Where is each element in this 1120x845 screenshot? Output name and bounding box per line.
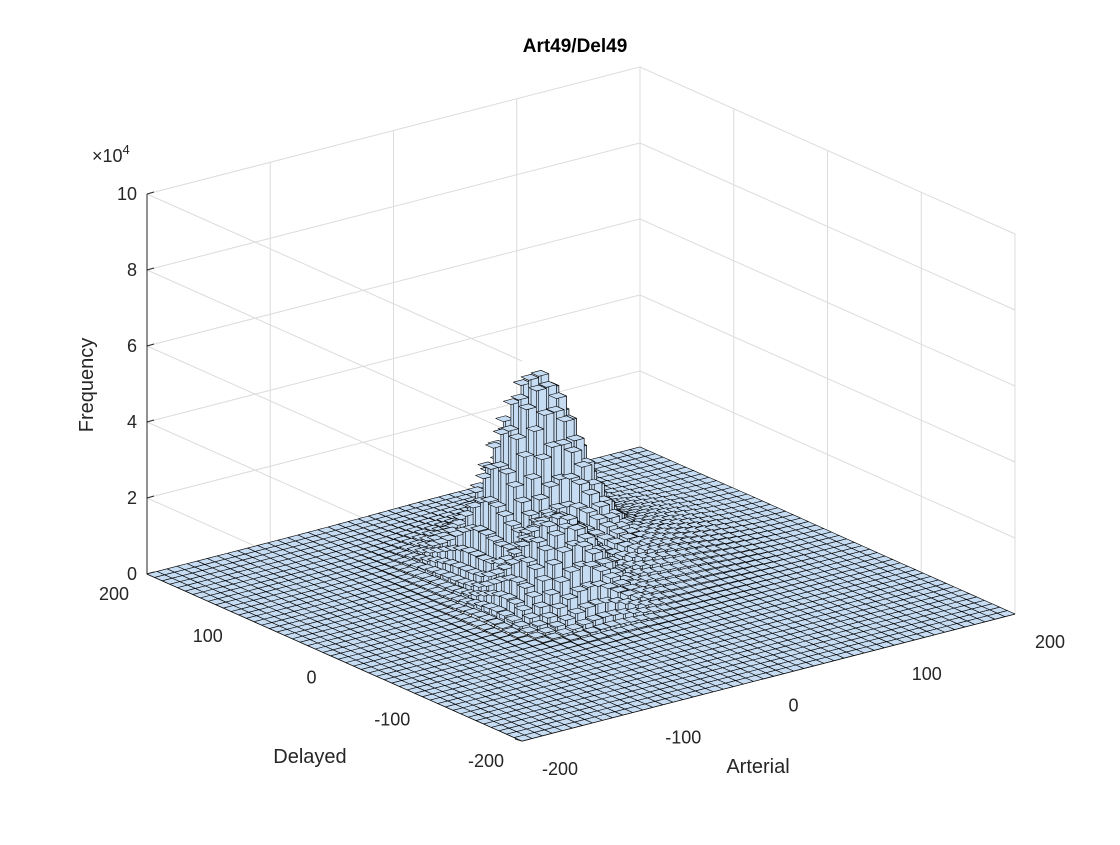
z-axis-label: Frequency xyxy=(76,338,98,433)
x-tick-label: -100 xyxy=(665,727,701,747)
grid-line xyxy=(147,194,522,361)
z-exponent-base: ×10 xyxy=(92,146,123,166)
x-tick-label: 100 xyxy=(912,664,942,684)
y-tick-label: -100 xyxy=(374,709,410,729)
z-tick xyxy=(147,192,154,194)
x-tick-label: -200 xyxy=(542,759,578,779)
y-axis-label: Delayed xyxy=(273,746,346,768)
z-tick xyxy=(147,268,154,270)
y-tick-label: 100 xyxy=(193,626,223,646)
x-tick-label: 200 xyxy=(1035,632,1065,652)
y-tick-label: 200 xyxy=(99,584,129,604)
grid-line xyxy=(147,346,522,513)
chart-title: Art49/Del49 xyxy=(523,36,628,57)
y-tick-label: -200 xyxy=(468,751,504,771)
z-tick-label: 4 xyxy=(127,412,137,432)
z-exponent-label: ×104 xyxy=(92,142,130,166)
z-tick-label: 0 xyxy=(127,564,137,584)
z-tick-label: 8 xyxy=(127,260,137,280)
z-tick-label: 6 xyxy=(127,336,137,356)
z-tick-label: 10 xyxy=(117,184,137,204)
z-exponent-power: 4 xyxy=(123,142,130,157)
grid-line xyxy=(147,219,1015,386)
x-tick-label: 0 xyxy=(789,696,799,716)
z-tick-label: 2 xyxy=(127,488,137,508)
grid-line xyxy=(147,270,522,437)
grid-line xyxy=(147,143,1015,310)
z-tick xyxy=(147,496,154,498)
grid-line xyxy=(147,67,1015,234)
z-tick xyxy=(147,420,154,422)
y-tick-label: 0 xyxy=(306,668,316,688)
x-axis-label: Arterial xyxy=(726,756,789,778)
bars-layer xyxy=(147,370,1015,741)
z-tick xyxy=(147,344,154,346)
